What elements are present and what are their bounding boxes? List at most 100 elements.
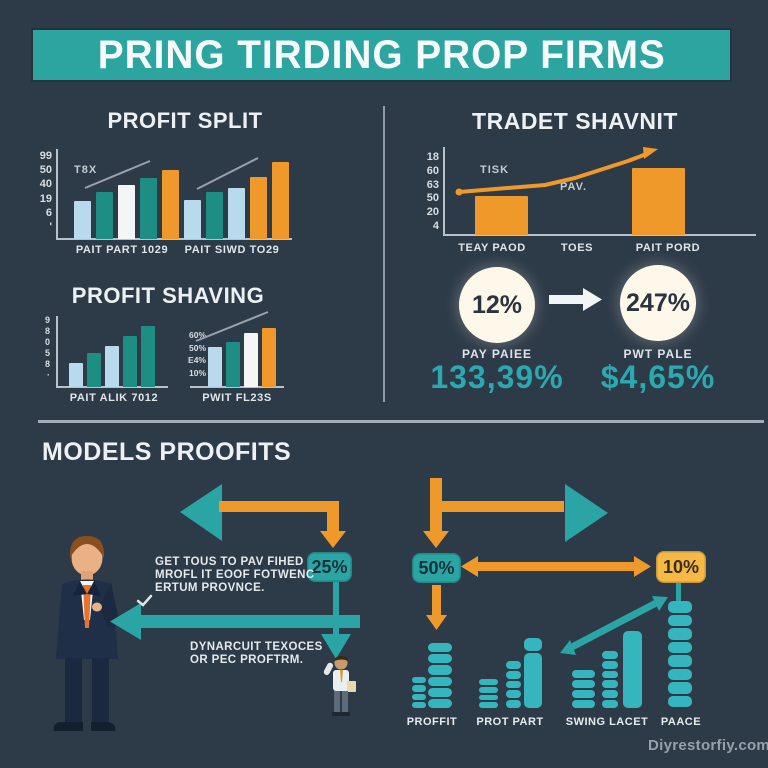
y-tick: 50 bbox=[426, 192, 439, 205]
y-tick: 60% bbox=[188, 330, 206, 340]
title-banner: PRING TIRDING PROP FIRMS bbox=[33, 30, 730, 80]
trend-line bbox=[84, 160, 151, 189]
mini-chart1-y-axis: 9 8 0 5 8 · bbox=[36, 316, 50, 380]
note-line: ERTUM PROVNCE. bbox=[155, 581, 265, 594]
line-start-dot bbox=[455, 188, 463, 196]
flow-shaft bbox=[219, 501, 335, 512]
line-arrowhead-icon bbox=[643, 147, 658, 159]
y-axis-line bbox=[56, 316, 58, 388]
note-dynamic: DYNARCUIT TEXOCES OR PEC PROFTRM. bbox=[190, 641, 323, 667]
y-tick: 20 bbox=[426, 206, 439, 219]
note-line: DYNARCUIT TEXOCES bbox=[190, 641, 323, 653]
note-line: GET TOUS TO PAV FIHED bbox=[155, 556, 304, 568]
x-label: PAIT ALIK 7012 bbox=[69, 392, 159, 404]
y-tick: ' bbox=[49, 220, 52, 233]
down-arrow-icon bbox=[321, 634, 351, 659]
down-arrow-icon bbox=[320, 531, 346, 548]
flow-shaft bbox=[432, 585, 441, 616]
profit-split-bars-1 bbox=[74, 170, 179, 239]
horizontal-divider bbox=[38, 420, 764, 423]
connector-line bbox=[333, 626, 339, 636]
coin-column bbox=[524, 638, 542, 708]
y-tick: 8 bbox=[44, 359, 50, 369]
flow-shaft bbox=[141, 615, 360, 628]
circle-percentage: 247% bbox=[626, 288, 690, 317]
y-axis-line bbox=[443, 147, 445, 236]
left-arrow-icon bbox=[461, 556, 478, 577]
trend-line bbox=[196, 157, 259, 190]
line-label-tisk: TISK bbox=[480, 164, 510, 176]
connector-line bbox=[333, 581, 339, 618]
y-tick: 19 bbox=[39, 192, 52, 205]
x-label: PAIT PART 1029 bbox=[75, 244, 169, 256]
tradet-shavnit-heading: TRADET SHAVNIT bbox=[472, 108, 678, 134]
check-mark-icon bbox=[136, 594, 153, 607]
profit-split-heading: PROFIT SPLIT bbox=[107, 108, 263, 133]
y-tick: 6 bbox=[45, 206, 52, 219]
y-tick: 99 bbox=[39, 150, 52, 162]
down-arrow-icon bbox=[426, 615, 447, 630]
x-label: TEAY PAOD bbox=[458, 242, 526, 254]
y-tick: 9 bbox=[44, 315, 50, 325]
conversion-circle-2: 247% bbox=[620, 265, 696, 341]
left-arrow-icon bbox=[180, 484, 222, 541]
right-arrow-icon bbox=[565, 484, 608, 542]
y-axis-line bbox=[56, 149, 58, 240]
metric-value: 133,39% bbox=[430, 359, 564, 395]
x-label: PAIT PORD bbox=[635, 242, 701, 254]
y-tick: E4% bbox=[188, 355, 206, 365]
double-arrow-shaft bbox=[476, 562, 636, 571]
stack-label: SWING LACET bbox=[565, 716, 649, 728]
tradet-line bbox=[458, 151, 650, 194]
x-axis-line bbox=[190, 386, 284, 388]
trend-line bbox=[195, 311, 269, 342]
small-person-illustration bbox=[323, 655, 356, 716]
circle-caption: PWT PALE bbox=[623, 347, 693, 361]
trend-label: T8X bbox=[74, 164, 98, 176]
x-label: PWIT FL23S bbox=[202, 392, 272, 404]
badge-10: 10% bbox=[656, 551, 706, 583]
x-label: PAIT SIWD TO29 bbox=[184, 244, 280, 256]
profit-split-bars-2 bbox=[184, 162, 289, 239]
flow-shaft bbox=[436, 501, 564, 512]
y-tick: 5 bbox=[44, 348, 50, 358]
x-label: TOES bbox=[560, 242, 594, 254]
x-axis-line bbox=[56, 238, 292, 240]
note-line: MROFL IT EOOF FOTWENC bbox=[155, 568, 315, 581]
x-axis-line bbox=[56, 386, 168, 388]
coin-stack bbox=[602, 651, 618, 708]
flow-shaft bbox=[327, 501, 339, 532]
diagonal-arrowhead-icon bbox=[652, 596, 668, 611]
businessman-illustration bbox=[53, 536, 120, 731]
y-tick: 40 bbox=[39, 178, 52, 191]
mini-chart2-y-axis: 60% 50% E4% 10% bbox=[180, 331, 206, 377]
y-tick: 60 bbox=[426, 164, 439, 177]
right-arrow-icon bbox=[549, 295, 583, 304]
tradet-y-axis: 18 60 63 50 20 4 bbox=[413, 152, 439, 232]
badge-50: 50% bbox=[412, 553, 461, 583]
y-tick: 63 bbox=[426, 178, 439, 191]
vertical-divider bbox=[383, 106, 385, 402]
watermark: Diyrestorfiy.com bbox=[648, 737, 768, 754]
stack-label: PAACE bbox=[660, 716, 702, 728]
badge-25: 25% bbox=[307, 552, 352, 582]
y-tick: · bbox=[47, 370, 50, 380]
circle-percentage: 12% bbox=[471, 290, 523, 319]
y-tick: 50% bbox=[188, 342, 206, 353]
diagonal-arrowhead-icon bbox=[560, 640, 576, 655]
profit-shaving-bars-1 bbox=[69, 326, 155, 387]
metric-value: $4,65% bbox=[600, 359, 716, 395]
coin-stack bbox=[668, 601, 692, 707]
y-tick: 10% bbox=[188, 367, 206, 378]
connector-line bbox=[676, 583, 681, 603]
note-fixed-profit: GET TOUS TO PAV FIHED MROFL IT EOOF FOTW… bbox=[155, 556, 315, 594]
note-line: OR PEC PROFTRM. bbox=[190, 653, 304, 666]
y-tick: 18 bbox=[426, 151, 439, 163]
x-axis-line bbox=[443, 234, 756, 236]
circle-caption: PAY PAIEE bbox=[462, 347, 532, 361]
coin-stack bbox=[412, 677, 426, 708]
y-tick: 50 bbox=[39, 164, 52, 177]
down-arrow-icon bbox=[423, 531, 449, 548]
